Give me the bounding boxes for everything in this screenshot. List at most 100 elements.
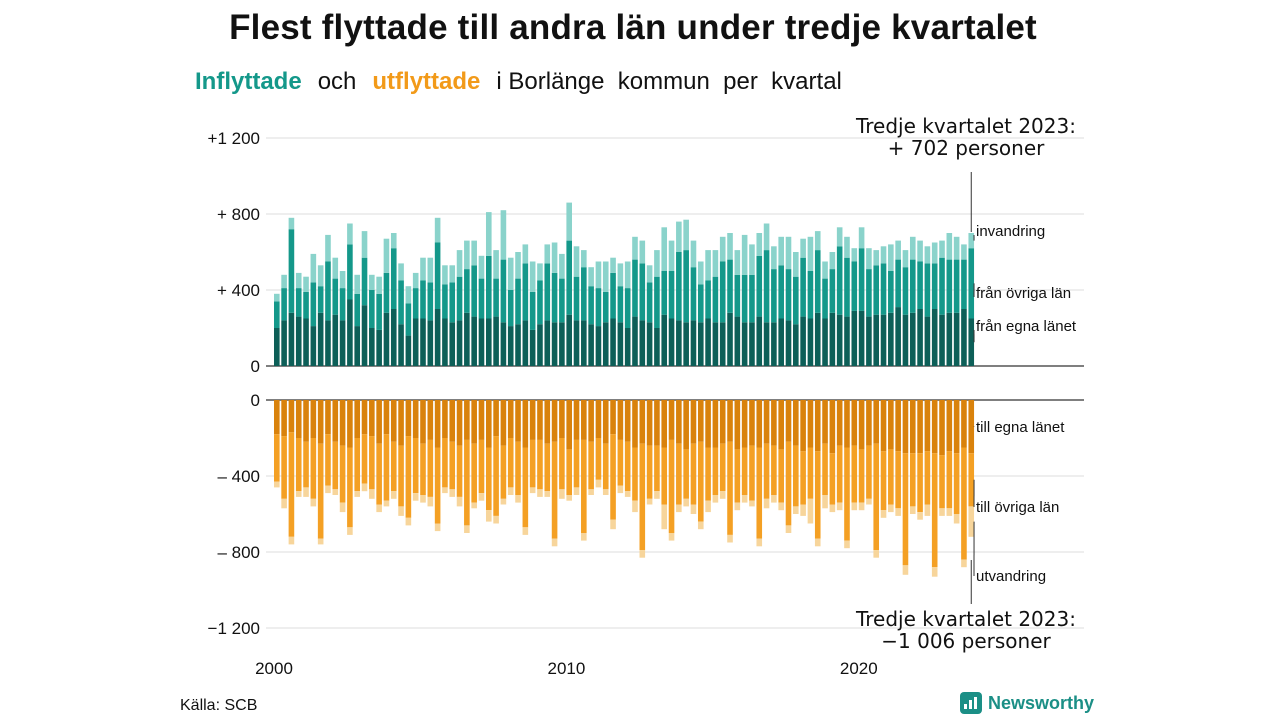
bar-out-1 [961,447,967,560]
bar-out-0 [939,400,945,456]
bottom-y-tick-label: −1 200 [208,619,260,638]
bar-out-0 [807,400,814,448]
bar-out-2 [814,538,821,547]
bar-out-1 [690,443,697,505]
bar-in-2 [361,231,368,258]
bar-in-2 [924,246,931,264]
bar-in-2 [288,217,295,230]
bar-out-1 [756,447,763,539]
bar-out-0 [668,400,675,440]
bar-in-0 [442,318,448,366]
bar-out-1 [456,445,463,497]
bar-out-0 [529,400,536,440]
bar-in-0 [434,309,441,366]
bar-out-0 [485,400,492,448]
bar-out-1 [624,441,631,492]
bar-out-1 [493,436,499,516]
bar-in-0 [793,324,799,366]
bar-out-2 [610,519,616,530]
bar-out-1 [909,453,916,507]
bar-in-0 [866,316,872,366]
bar-in-2 [493,250,499,279]
bar-in-2 [339,271,346,289]
bar-out-2 [697,521,704,530]
bar-out-0 [800,400,806,452]
bar-out-2 [705,500,711,513]
bar-in-2 [807,236,814,271]
bar-out-0 [844,400,850,448]
bar-out-0 [858,400,865,450]
bar-out-2 [544,491,551,497]
bar-in-0 [654,328,660,366]
bar-out-2 [529,487,536,494]
bar-out-2 [500,498,507,505]
bar-in-1 [325,261,331,321]
bar-out-0 [719,400,726,444]
bar-in-2 [771,246,777,270]
bar-out-0 [398,400,404,446]
bar-in-0 [917,309,923,366]
bar-out-0 [471,400,477,444]
bar-out-0 [968,400,975,454]
bar-in-2 [369,274,375,290]
bar-in-1 [485,255,492,319]
bar-out-2 [793,506,799,514]
bar-out-1 [325,434,331,486]
bar-in-2 [741,234,748,275]
bar-in-2 [836,227,843,247]
bar-in-2 [434,217,441,243]
bar-out-2 [317,538,324,545]
bar-out-1 [442,438,448,488]
bar-in-1 [749,274,755,323]
bar-out-2 [661,504,668,530]
bottom-annotation-label: Tredje kvartalet 2023: [855,607,1076,631]
bar-out-1 [515,441,521,495]
bar-out-0 [822,400,828,444]
bar-out-1 [880,451,887,511]
bar-out-1 [712,447,719,495]
bar-out-1 [953,453,960,514]
bar-chart-icon [960,692,982,714]
bar-out-2 [763,498,770,509]
bar-out-2 [602,489,609,495]
bar-in-2 [295,272,302,289]
bar-out-1 [412,438,419,494]
bar-in-2 [968,233,975,249]
bar-out-1 [354,438,361,492]
bar-out-2 [449,489,456,497]
bar-in-2 [902,250,909,268]
bar-out-0 [339,400,346,446]
bar-out-1 [427,439,434,497]
bar-in-1 [464,269,470,313]
bar-out-2 [866,498,872,505]
bar-in-2 [405,286,412,304]
bottom-y-tick-label: – 800 [217,543,260,562]
bar-out-1 [507,438,514,488]
bar-in-0 [449,322,456,366]
bar-in-1 [507,290,514,327]
bar-in-1 [814,250,821,313]
bar-out-2 [456,496,463,507]
bar-out-1 [632,447,638,501]
chart-subtitle: Inflyttade och utflyttade i Borlänge kommun… [195,68,842,96]
bar-out-2 [785,525,792,533]
bar-out-0 [851,400,858,446]
bar-out-1 [902,453,909,566]
bar-in-2 [464,240,470,270]
bar-in-0 [778,318,784,366]
bar-out-2 [383,500,390,507]
bar-in-2 [632,236,638,260]
bar-in-0 [931,309,938,366]
bar-out-2 [442,487,448,494]
bar-in-1 [851,261,858,311]
bottom-annotation-value: −1 006 personer [881,629,1051,653]
bar-out-0 [931,400,938,454]
bar-in-2 [705,250,711,281]
bar-out-2 [522,527,529,535]
bar-in-2 [734,250,741,275]
bar-out-2 [325,485,331,494]
bar-in-2 [697,261,704,285]
bar-out-2 [354,491,361,497]
bar-in-1 [661,271,668,315]
bar-out-2 [427,496,434,507]
